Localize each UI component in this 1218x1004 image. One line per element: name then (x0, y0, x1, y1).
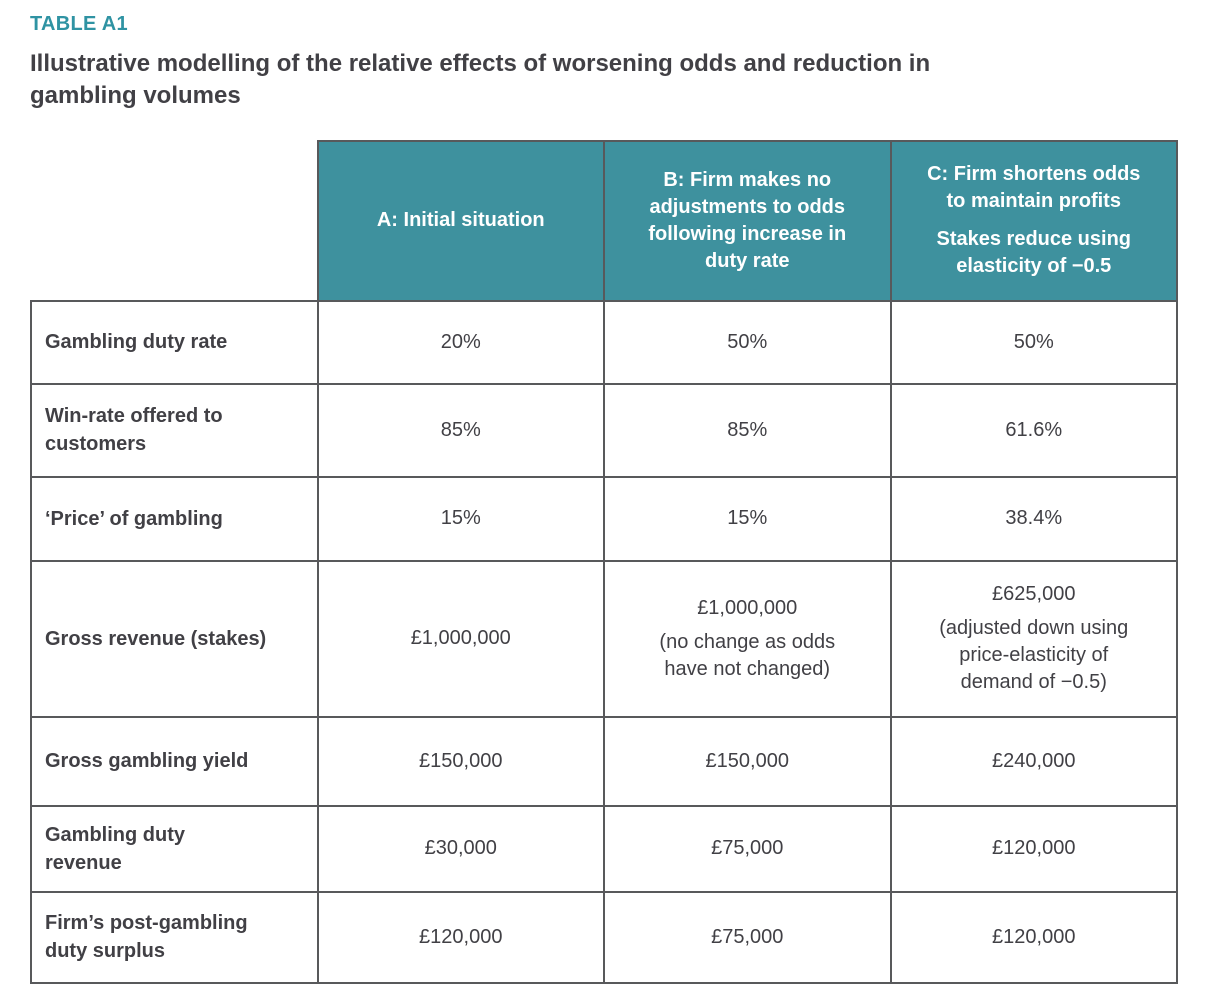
table-cell: 85% (603, 382, 892, 478)
table-cell: £75,000 (603, 804, 892, 893)
column-header-b: B: Firm makes no adjustments to odds fol… (603, 139, 892, 302)
cell-value: 15% (440, 507, 481, 530)
cell-value: £120,000 (992, 837, 1076, 860)
column-header-label: C: Firm shortens odds to maintain profit… (927, 163, 1141, 213)
table-cell: £1,000,000 (no change as odds have not c… (603, 559, 892, 718)
table-cell: £150,000 (603, 715, 892, 807)
gambling-model-table: A: Initial situation B: Firm makes no ad… (30, 139, 1178, 984)
corner-cell (31, 141, 318, 301)
cell-value: £1,000,000 (410, 627, 511, 650)
table-cell: £120,000 (889, 804, 1178, 893)
cell-value: 20% (440, 330, 481, 353)
row-label: Gambling duty rate (30, 299, 319, 385)
table-cell: £75,000 (603, 890, 892, 984)
table-cell: 20% (316, 299, 605, 385)
table-row-price-of-gambling: ‘Price’ of gambling 15% 15% 38.4% (30, 475, 1178, 562)
table-cell: 15% (316, 475, 605, 562)
cell-note: (adjusted down using price-elasticity of… (939, 617, 1129, 694)
table-cell: £240,000 (889, 715, 1178, 807)
table-cell: 85% (316, 382, 605, 478)
cell-value: £30,000 (424, 837, 497, 860)
table-cell: £30,000 (316, 804, 605, 893)
table-row-gross-revenue: Gross revenue (stakes) £1,000,000 £1,000… (30, 559, 1178, 718)
row-label: Win-rate offered to customers (30, 382, 319, 478)
cell-value: £120,000 (992, 925, 1076, 948)
table-row-post-duty-surplus: Firm’s post-gambling duty surplus £120,0… (30, 890, 1178, 984)
cell-value: 85% (440, 418, 481, 441)
table-row-gambling-duty-rate: Gambling duty rate 20% 50% 50% (30, 299, 1178, 385)
table-title: Illustrative modelling of the relative e… (30, 50, 931, 109)
row-label: Gambling duty revenue (30, 804, 319, 893)
row-label: Gross revenue (stakes) (30, 559, 319, 718)
cell-value: £75,000 (711, 837, 784, 860)
table-row-gross-gambling-yield: Gross gambling yield £150,000 £150,000 £… (30, 715, 1178, 807)
table-cell: 50% (889, 299, 1178, 385)
table-cell: £120,000 (316, 890, 605, 984)
table-row-win-rate: Win-rate offered to customers 85% 85% 61… (30, 382, 1178, 478)
cell-value: £120,000 (419, 925, 503, 948)
cell-value: £240,000 (992, 749, 1076, 772)
cell-value: £75,000 (711, 925, 784, 948)
table-cell: £120,000 (889, 890, 1178, 984)
table-cell: 38.4% (889, 475, 1178, 562)
row-label: ‘Price’ of gambling (30, 475, 319, 562)
table-tag: TABLE A1 (30, 13, 128, 35)
cell-value: £150,000 (705, 749, 789, 772)
cell-note: (no change as odds have not changed) (659, 630, 836, 680)
table-cell: 15% (603, 475, 892, 562)
cell-value: £150,000 (419, 749, 503, 772)
cell-value: 15% (727, 507, 768, 530)
cell-value: 38.4% (1005, 507, 1063, 530)
cell-value: £1,000,000 (697, 596, 798, 619)
cell-value: £625,000 (992, 583, 1076, 606)
cell-value: 85% (727, 418, 768, 441)
column-header-a: A: Initial situation (316, 139, 605, 302)
row-label: Firm’s post-gambling duty surplus (30, 890, 319, 984)
column-header-sublabel: Stakes reduce using elasticity of −0.5 (936, 228, 1132, 278)
cell-value: 50% (727, 330, 768, 353)
cell-value: 50% (1013, 330, 1054, 353)
column-header-label: A: Initial situation (376, 209, 545, 232)
table-cell: £1,000,000 (316, 559, 605, 718)
table-cell: £625,000 (adjusted down using price-elas… (889, 559, 1178, 718)
table-cell: 50% (603, 299, 892, 385)
column-header-c: C: Firm shortens odds to maintain profit… (889, 139, 1178, 302)
row-label: Gross gambling yield (30, 715, 319, 807)
table-cell: £150,000 (316, 715, 605, 807)
column-header-label: B: Firm makes no adjustments to odds fol… (648, 168, 847, 272)
cell-value: 61.6% (1005, 418, 1063, 441)
table-cell: 61.6% (889, 382, 1178, 478)
table-row-gambling-duty-revenue: Gambling duty revenue £30,000 £75,000 £1… (30, 804, 1178, 893)
header-row: A: Initial situation B: Firm makes no ad… (31, 139, 1178, 302)
